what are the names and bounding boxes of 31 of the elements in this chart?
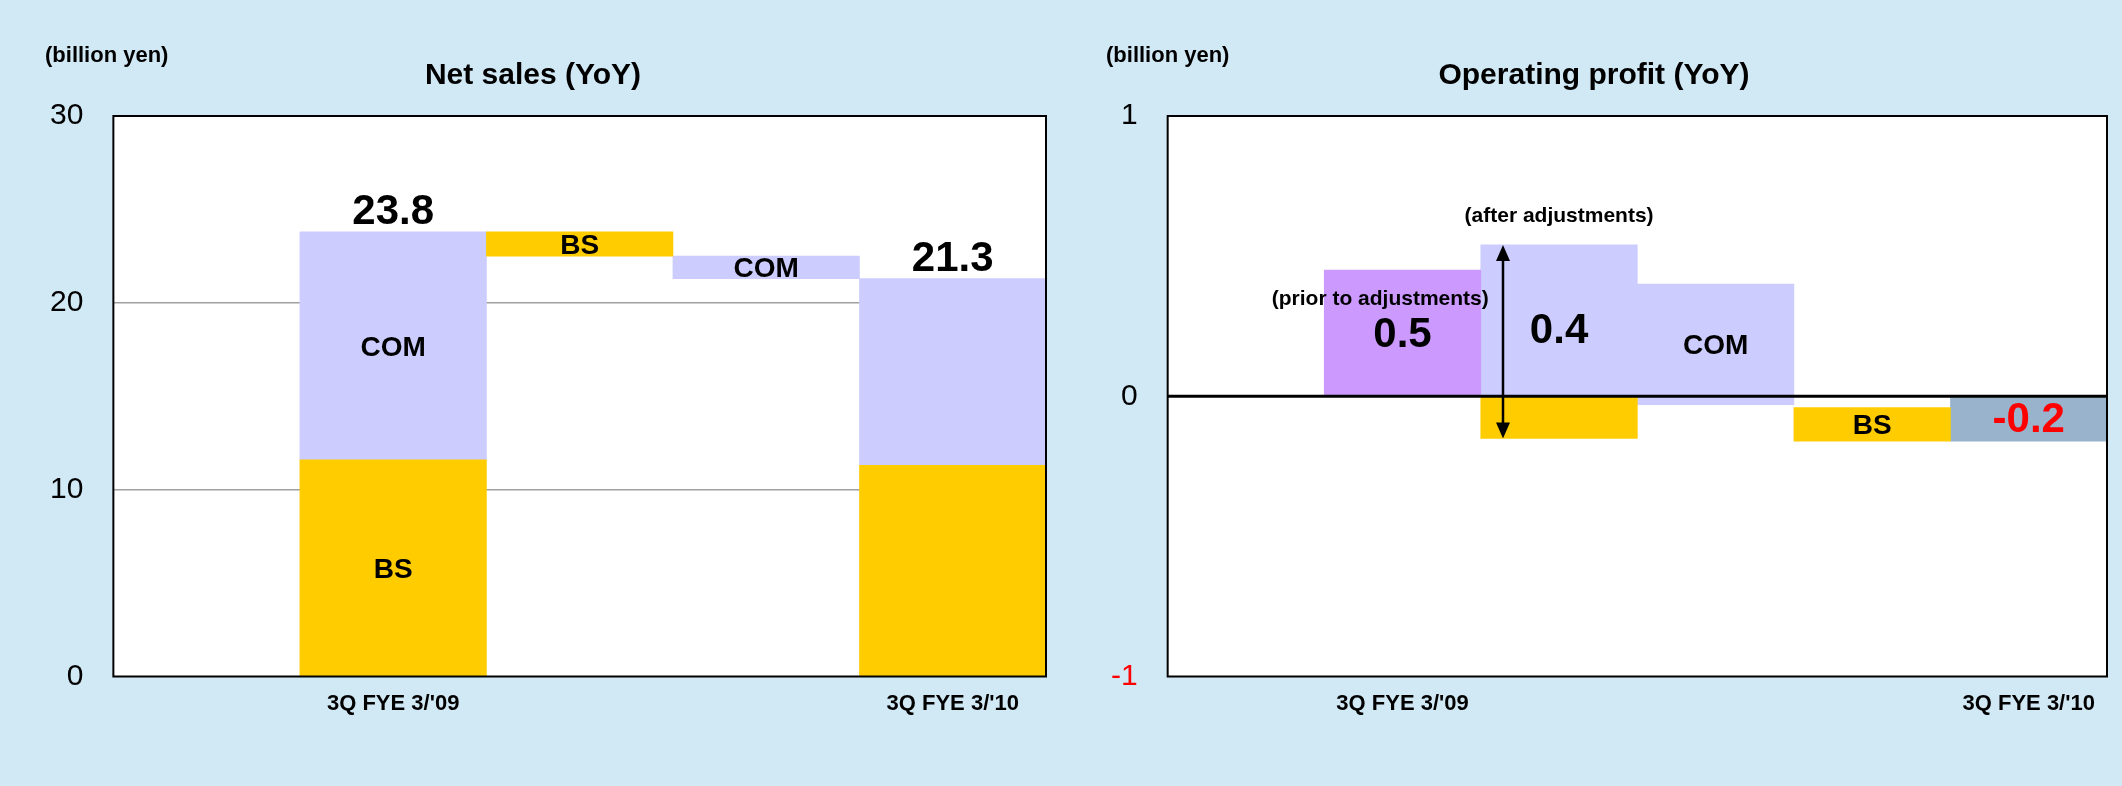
series-label: BS <box>1852 409 1892 441</box>
x-tick-label: 3Q FYE 3/'10 <box>1962 689 2095 715</box>
bar <box>299 459 487 677</box>
annotation: (prior to adjustments) <box>1271 286 1489 310</box>
y-tick-label: 0 <box>1120 377 1138 411</box>
x-tick-label: 3Q FYE 3/'09 <box>1336 689 1469 715</box>
series-label: COM <box>733 252 799 284</box>
bar <box>859 465 1046 677</box>
y-tick-label: 0 <box>66 657 84 691</box>
bar <box>299 231 487 461</box>
y-tick-label: 20 <box>49 284 84 318</box>
series-label: COM <box>1682 329 1749 361</box>
text: COM <box>360 330 426 362</box>
y-axis-title: (billion yen) <box>1106 42 1230 67</box>
total-label: 23.8 <box>352 186 435 234</box>
text: BS <box>373 552 413 584</box>
series-label: BS <box>560 228 600 260</box>
x-tick-label: 3Q FYE 3/'10 <box>886 689 1019 715</box>
y-tick-label: 30 <box>49 97 84 131</box>
annotation: (after adjustments) <box>1464 203 1654 227</box>
y-tick-label: 1 <box>1120 97 1138 131</box>
x-tick-label: 3Q FYE 3/'09 <box>326 689 460 715</box>
total-label: 0.4 <box>1529 305 1589 353</box>
total-label: 0.5 <box>1373 308 1432 356</box>
y-tick-label: 10 <box>49 471 84 504</box>
total-label: -0.2 <box>1992 394 2065 442</box>
chart-title: Operating profit (YoY) <box>1438 57 1750 91</box>
chart-title: Net sales (YoY) <box>424 57 642 91</box>
y-tick-label: -1 <box>1110 657 1138 691</box>
total-label: 21.3 <box>911 233 994 281</box>
y-axis-title: (billion yen) <box>45 42 169 67</box>
